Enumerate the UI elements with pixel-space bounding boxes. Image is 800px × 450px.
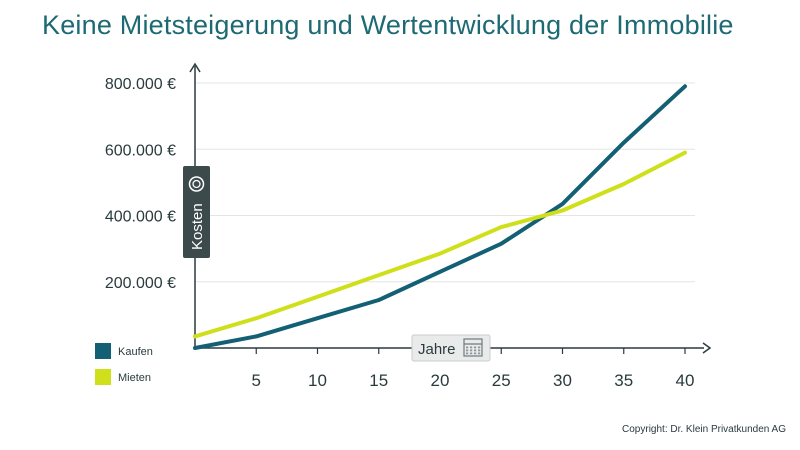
y-tick-label: 600.000 €: [105, 142, 176, 159]
calendar-icon-day: [478, 346, 481, 349]
x-tick-label: 35: [614, 371, 633, 390]
legend-swatch-mieten: [95, 369, 111, 385]
calendar-icon-day: [470, 346, 473, 349]
x-axis-label: Jahre: [418, 341, 456, 358]
calendar-icon: [463, 338, 483, 357]
calendar-icon-day: [474, 352, 477, 355]
calendar-icon-day: [466, 352, 469, 355]
calendar-icon-day: [478, 352, 481, 355]
calendar-icon-day: [466, 346, 469, 349]
x-tick-label: 20: [431, 371, 450, 390]
y-tick-label: 200.000 €: [105, 275, 176, 292]
y-tick-label: 800.000 €: [105, 76, 176, 93]
x-tick-label: 15: [369, 371, 388, 390]
coin-icon-inner: [192, 179, 201, 189]
calendar-icon-day: [474, 349, 477, 352]
chart-title: Keine Mietsteigerung und Wertentwicklung…: [42, 10, 734, 40]
y-axis-label-bg: [183, 166, 210, 258]
y-axis-label: Kosten: [189, 203, 206, 250]
coin-icon: [188, 176, 205, 192]
calendar-icon-day: [466, 349, 469, 352]
series-line-mieten: [193, 150, 687, 339]
y-tick-label: 400.000 €: [105, 209, 176, 226]
y-axis-arrow: [189, 62, 201, 73]
coin-icon-outer: [188, 176, 205, 192]
x-axis-arrow: [702, 342, 712, 354]
legend-label-kaufen: Kaufen: [118, 346, 153, 358]
x-axis-label-box: Jahre: [411, 334, 491, 362]
series-line-kaufen: [193, 84, 687, 350]
copyright-text: Copyright: Dr. Klein Privatkunden AG: [622, 424, 786, 435]
legend-label-mieten: Mieten: [118, 372, 151, 384]
y-axis-label-box: Kosten: [183, 166, 210, 258]
calendar-icon-day: [478, 349, 481, 352]
x-tick-label: 10: [308, 371, 327, 390]
calendar-icon-frame: [463, 338, 483, 357]
legend-swatch-kaufen: [95, 343, 111, 359]
x-tick-label: 25: [492, 371, 511, 390]
x-tick-label: 30: [553, 371, 572, 390]
x-tick-label: 5: [252, 371, 261, 390]
x-axis-label-bg: [411, 334, 491, 362]
x-tick-label: 40: [676, 371, 695, 390]
calendar-icon-day: [474, 346, 477, 349]
calendar-icon-day: [470, 352, 473, 355]
calendar-icon-day: [470, 349, 473, 352]
